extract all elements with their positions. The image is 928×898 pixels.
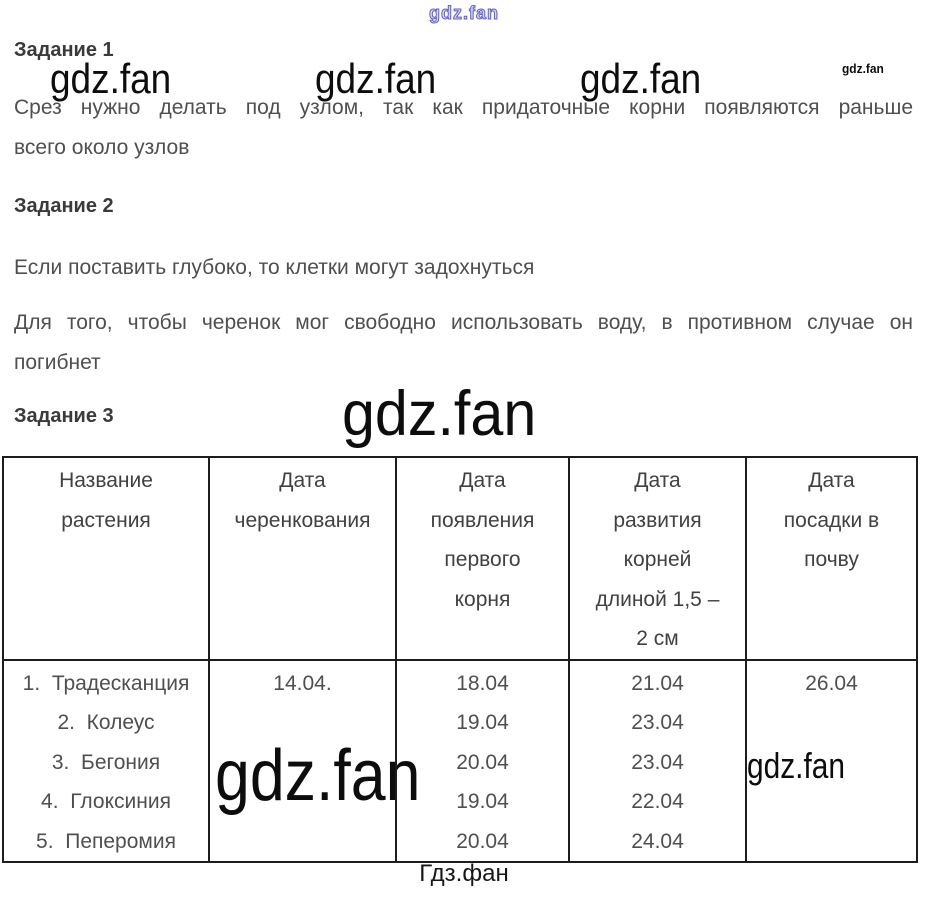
cell-line: 19.04 — [456, 711, 509, 734]
task-3-title: Задание 3 — [14, 405, 114, 427]
cell-line: 26.04 — [805, 671, 858, 695]
header-cell-planting-date: Дата посадки в почву — [745, 456, 918, 661]
task-2-answer-2: Для того, чтобы черенок мог свободно исп… — [14, 303, 913, 382]
cell-line: 3. Бегония — [51, 750, 161, 774]
cell-line: 2. Колеус — [57, 711, 155, 734]
header-line: Дата — [459, 469, 506, 492]
cell-line: 19.04 — [456, 790, 509, 813]
task-2-answer-1: Если поставить глубоко, то клетки могут … — [14, 248, 913, 288]
task-1-answer: Срез нужно делать под узлом, так как при… — [14, 88, 913, 167]
header-line: появления — [430, 508, 535, 532]
watermark-top: gdz.fan — [429, 3, 499, 23]
paragraph-line: погибнет — [14, 350, 101, 374]
header-line: корня — [454, 587, 511, 611]
cell-line: 20.04 — [456, 750, 509, 774]
paragraph-line: всего около узлов — [14, 135, 190, 159]
task-2-title: Задание 2 — [14, 195, 114, 217]
watermark-small-right: gdz.fan — [842, 61, 884, 76]
table-body-row: 1. Традесканция 2. Колеус 3. Бегония 4. … — [2, 658, 918, 863]
cell-line: 24.04 — [631, 829, 684, 853]
header-line: корней — [623, 548, 692, 571]
cell-line: 4. Глоксиния — [41, 790, 171, 813]
footer-brand: Гдз.фан — [419, 860, 509, 887]
answers-table: Название растения Дата черенкования Дата… — [2, 456, 918, 863]
cell-plant-names: 1. Традесканция 2. Колеус 3. Бегония 4. … — [2, 658, 210, 863]
watermark-center-large: gdz.fan — [342, 379, 537, 449]
header-line: 2 см — [636, 627, 679, 650]
paragraph-line: Для того, чтобы черенок мог свободно исп… — [14, 311, 913, 334]
header-line: Название — [59, 469, 153, 492]
cell-line: 20.04 — [456, 829, 509, 853]
cell-line: 1. Традесканция — [22, 671, 190, 695]
header-cell-cutting-date: Дата черенкования — [208, 456, 397, 661]
header-line: длиной 1,5 – — [595, 587, 720, 611]
paragraph-line: Срез нужно делать под узлом, так как при… — [14, 96, 913, 119]
cell-line: 22.04 — [631, 790, 684, 813]
cell-first-root-dates: 18.04 19.04 20.04 19.04 20.04 — [395, 658, 570, 863]
cell-line: 5. Пеперомия — [36, 829, 176, 853]
cell-planting-dates: 26.04 — [745, 658, 918, 863]
task-1-title: Задание 1 — [14, 39, 114, 61]
header-line: развития — [613, 508, 702, 532]
header-cell-plant-name: Название растения — [2, 456, 210, 661]
cell-root-growth-dates: 21.04 23.04 23.04 22.04 24.04 — [568, 658, 747, 863]
cell-line: 23.04 — [631, 750, 684, 774]
header-line: черенкования — [234, 508, 371, 532]
table-header-row: Название растения Дата черенкования Дата… — [2, 456, 918, 661]
cell-cutting-dates: 14.04. — [208, 658, 397, 863]
header-line: первого — [444, 548, 521, 571]
header-cell-root-growth-date: Дата развития корней длиной 1,5 – 2 см — [568, 456, 747, 661]
cell-line: 21.04 — [631, 671, 684, 695]
header-line: Дата — [634, 469, 681, 492]
paragraph-line: Если поставить глубоко, то клетки могут … — [14, 256, 535, 279]
header-line: растения — [61, 508, 151, 532]
cell-line: 23.04 — [631, 711, 684, 734]
cell-line: 14.04. — [273, 671, 332, 695]
header-line: Дата — [279, 469, 326, 492]
header-line: Дата — [808, 469, 855, 492]
header-line: почву — [804, 548, 859, 571]
header-line: посадки в — [783, 508, 880, 532]
cell-line: 18.04 — [456, 671, 509, 695]
header-cell-first-root-date: Дата появления первого корня — [395, 456, 570, 661]
